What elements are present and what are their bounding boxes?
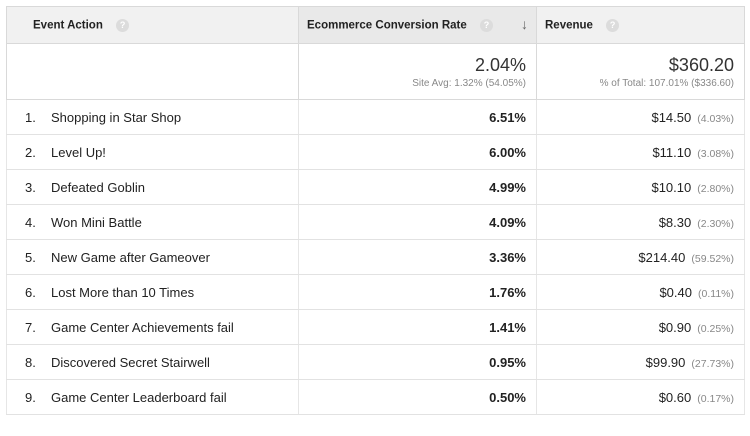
event-action-cell: 7. Game Center Achievements fail xyxy=(6,309,299,345)
event-action-cell: 9. Game Center Leaderboard fail xyxy=(6,379,299,415)
revenue-share: (2.30%) xyxy=(697,217,734,230)
revenue-share: (0.11%) xyxy=(698,287,734,300)
summary-conversion-note: Site Avg: 1.32% (54.05%) xyxy=(412,77,526,89)
event-action-cell: 6. Lost More than 10 Times xyxy=(6,274,299,310)
event-action-cell: 3. Defeated Goblin xyxy=(6,169,299,205)
help-icon[interactable]: ? xyxy=(480,18,493,32)
event-action-cell: 1. Shopping in Star Shop xyxy=(6,99,299,135)
revenue-value: $0.40 xyxy=(659,284,692,300)
event-action-cell: 4. Won Mini Battle xyxy=(6,204,299,240)
revenue-cell: $14.50 (4.03%) xyxy=(536,99,745,135)
event-action-cell: 2. Level Up! xyxy=(6,134,299,170)
summary-revenue-note: % of Total: 107.01% ($336.60) xyxy=(599,77,734,89)
sort-descending-icon[interactable]: ↓ xyxy=(521,16,528,32)
help-icon[interactable]: ? xyxy=(606,18,620,32)
row-index: 4. xyxy=(25,214,36,230)
revenue-share: (0.17%) xyxy=(697,392,734,405)
conversion-rate-cell: 0.50% xyxy=(298,379,537,415)
table-row[interactable]: 4. Won Mini Battle 4.09% $8.30 (2.30%) xyxy=(6,204,745,240)
row-index: 2. xyxy=(25,144,36,160)
conversion-rate-cell: 4.09% xyxy=(298,204,537,240)
revenue-share: (3.08%) xyxy=(697,147,734,160)
conversion-rate-cell: 1.41% xyxy=(298,309,537,345)
table-row[interactable]: 5. New Game after Gameover 3.36% $214.40 (59… xyxy=(6,239,745,275)
revenue-cell: $0.90 (0.25%) xyxy=(536,309,745,345)
table-row[interactable]: 9. Game Center Leaderboard fail 0.50% $0.60… xyxy=(6,379,745,415)
table-row[interactable]: 2. Level Up! 6.00% $11.10 (3.08%) xyxy=(6,134,745,170)
column-header-label: Ecommerce Conversion Rate xyxy=(307,19,467,32)
revenue-cell: $0.40 (0.11%) xyxy=(536,274,745,310)
event-action-link[interactable]: Won Mini Battle xyxy=(51,214,142,230)
event-action-link[interactable]: Discovered Secret Stairwell xyxy=(51,354,210,370)
table-header: Event Action ? Ecommerce Conversion Rate… xyxy=(6,6,745,44)
event-action-link[interactable]: New Game after Gameover xyxy=(51,249,210,265)
row-index: 5. xyxy=(25,249,36,265)
revenue-cell: $10.10 (2.80%) xyxy=(536,169,745,205)
conversion-rate-cell: 1.76% xyxy=(298,274,537,310)
conversion-rate-cell: 4.99% xyxy=(298,169,537,205)
event-action-link[interactable]: Level Up! xyxy=(51,144,106,160)
table-row[interactable]: 8. Discovered Secret Stairwell 0.95% $99.90… xyxy=(6,344,745,380)
event-action-link[interactable]: Defeated Goblin xyxy=(51,179,145,195)
conversion-rate-cell: 3.36% xyxy=(298,239,537,275)
conversion-rate-cell: 0.95% xyxy=(298,344,537,380)
revenue-cell: $11.10 (3.08%) xyxy=(536,134,745,170)
revenue-value: $0.60 xyxy=(658,389,692,405)
revenue-cell: $99.90 (27.73%) xyxy=(536,344,745,380)
summary-revenue-value: $360.20 xyxy=(668,54,734,75)
conversion-rate-cell: 6.00% xyxy=(298,134,537,170)
revenue-share: (59.52%) xyxy=(691,252,734,265)
revenue-share: (27.73%) xyxy=(691,357,734,370)
revenue-value: $0.90 xyxy=(658,319,692,335)
revenue-share: (0.25%) xyxy=(697,322,734,335)
help-icon[interactable]: ? xyxy=(116,18,130,32)
table-row[interactable]: 7. Game Center Achievements fail 1.41% $0.9… xyxy=(6,309,745,345)
revenue-cell: $0.60 (0.17%) xyxy=(536,379,745,415)
table-row[interactable]: 6. Lost More than 10 Times 1.76% $0.40 (0.11… xyxy=(6,274,745,310)
summary-empty-cell xyxy=(6,43,299,100)
report-table: Event Action ? Ecommerce Conversion Rate… xyxy=(6,6,745,415)
revenue-value: $11.10 xyxy=(652,144,692,160)
revenue-cell: $214.40 (59.52%) xyxy=(536,239,745,275)
summary-revenue-cell: $360.20 % of Total: 107.01% ($336.60) xyxy=(536,43,745,100)
summary-conversion-value: 2.04% xyxy=(474,54,526,75)
event-action-link[interactable]: Shopping in Star Shop xyxy=(51,109,182,125)
column-header-conversion-rate[interactable]: Ecommerce Conversion Rate ? ↓ xyxy=(298,6,537,44)
revenue-share: (2.80%) xyxy=(697,182,734,195)
summary-conversion-cell: 2.04% Site Avg: 1.32% (54.05%) xyxy=(298,43,537,100)
row-index: 3. xyxy=(25,179,36,195)
row-index: 8. xyxy=(25,354,36,370)
column-header-event-action[interactable]: Event Action ? xyxy=(6,6,299,44)
row-index: 1. xyxy=(25,109,36,125)
revenue-cell: $8.30 (2.30%) xyxy=(536,204,745,240)
revenue-value: $14.50 xyxy=(651,109,692,125)
summary-row: 2.04% Site Avg: 1.32% (54.05%) $360.20 %… xyxy=(6,43,745,100)
event-action-link[interactable]: Game Center Achievements fail xyxy=(51,319,234,335)
table-row[interactable]: 1. Shopping in Star Shop 6.51% $14.50 (4.03%… xyxy=(6,99,745,135)
event-action-link[interactable]: Game Center Leaderboard fail xyxy=(51,389,227,405)
conversion-rate-cell: 6.51% xyxy=(298,99,537,135)
revenue-share: (4.03%) xyxy=(697,112,734,125)
revenue-value: $10.10 xyxy=(651,179,692,195)
row-index: 6. xyxy=(25,284,36,300)
event-action-link[interactable]: Lost More than 10 Times xyxy=(51,284,195,300)
revenue-value: $214.40 xyxy=(638,249,686,265)
column-header-revenue[interactable]: Revenue ? xyxy=(536,6,745,44)
revenue-value: $99.90 xyxy=(645,354,686,370)
revenue-value: $8.30 xyxy=(658,214,692,230)
column-header-label: Event Action xyxy=(33,19,103,32)
column-header-label: Revenue xyxy=(545,19,593,32)
row-index: 7. xyxy=(25,319,36,335)
row-index: 9. xyxy=(25,389,36,405)
event-action-cell: 5. New Game after Gameover xyxy=(6,239,299,275)
table-row[interactable]: 3. Defeated Goblin 4.99% $10.10 (2.80%) xyxy=(6,169,745,205)
event-action-cell: 8. Discovered Secret Stairwell xyxy=(6,344,299,380)
